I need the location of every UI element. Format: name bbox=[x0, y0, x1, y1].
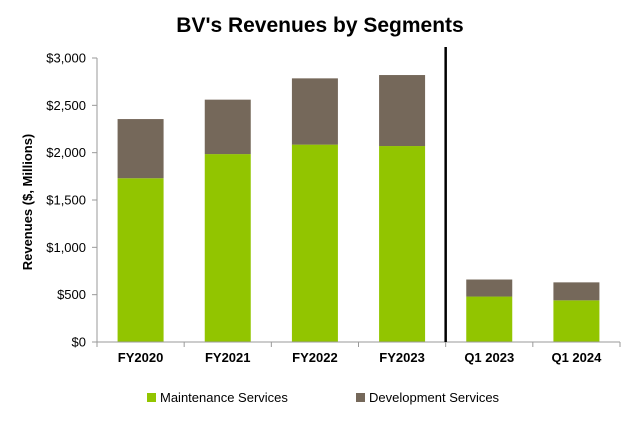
y-tick-label: $1,500 bbox=[46, 193, 86, 208]
x-tick-label: FY2020 bbox=[118, 350, 164, 365]
bar-development-1 bbox=[204, 99, 251, 155]
bar-development-3 bbox=[379, 75, 426, 147]
bar-development-2 bbox=[291, 78, 338, 145]
legend-label: Maintenance Services bbox=[160, 390, 288, 405]
y-tick-label: $1,000 bbox=[46, 240, 86, 255]
x-tick-label: FY2023 bbox=[379, 350, 425, 365]
legend: Maintenance Services Development Services bbox=[147, 390, 500, 405]
y-tick-label: $3,000 bbox=[46, 51, 86, 66]
legend-swatch bbox=[356, 393, 365, 402]
y-axis-label: Revenues ($, Millions) bbox=[20, 134, 35, 271]
x-tick-label: Q1 2023 bbox=[464, 350, 514, 365]
bars bbox=[117, 75, 600, 342]
x-tick-label: FY2022 bbox=[292, 350, 338, 365]
legend-swatch bbox=[147, 393, 156, 402]
chart-title: BV's Revenues by Segments bbox=[176, 14, 463, 37]
x-axis-ticks: FY2020 FY2021 FY2022 FY2023 Q1 2023 Q1 2024 bbox=[96, 342, 621, 365]
bar-maintenance-0 bbox=[117, 178, 164, 342]
x-tick-label: Q1 2024 bbox=[551, 350, 602, 365]
bar-development-0 bbox=[117, 119, 164, 179]
bar-development-5 bbox=[553, 282, 600, 301]
bar-maintenance-5 bbox=[553, 300, 600, 342]
y-tick-label: $2,500 bbox=[46, 98, 86, 113]
bar-maintenance-3 bbox=[379, 146, 426, 342]
legend-label: Development Services bbox=[369, 390, 500, 405]
y-axis-ticks: $0 $500 $1,000 $1,500 $2,000 $2,500 $3,000 bbox=[46, 51, 97, 350]
y-tick-label: $2,000 bbox=[46, 145, 86, 160]
x-tick-label: FY2021 bbox=[205, 350, 251, 365]
bar-maintenance-2 bbox=[291, 144, 338, 342]
bar-development-4 bbox=[466, 279, 513, 297]
bar-maintenance-4 bbox=[466, 296, 513, 342]
bar-maintenance-1 bbox=[204, 154, 251, 342]
y-tick-label: $0 bbox=[72, 335, 86, 350]
y-tick-label: $500 bbox=[57, 287, 86, 302]
